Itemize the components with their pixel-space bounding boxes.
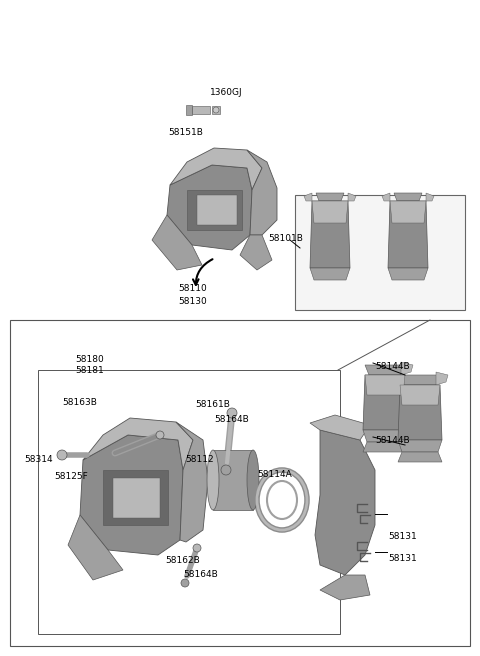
Ellipse shape (207, 450, 219, 510)
Polygon shape (176, 422, 208, 542)
Text: 58181: 58181 (75, 366, 104, 375)
Text: 58180: 58180 (75, 355, 104, 364)
Polygon shape (436, 372, 448, 385)
Polygon shape (167, 165, 252, 250)
Polygon shape (310, 415, 370, 440)
Text: 58164B: 58164B (214, 415, 249, 424)
Polygon shape (240, 235, 272, 270)
Text: 58125F: 58125F (54, 472, 88, 481)
Polygon shape (152, 215, 202, 270)
Circle shape (221, 465, 231, 475)
Text: 58112: 58112 (185, 455, 214, 464)
Polygon shape (315, 430, 375, 575)
Text: 58114A: 58114A (257, 470, 292, 479)
Polygon shape (388, 201, 428, 268)
Polygon shape (80, 435, 183, 555)
Polygon shape (247, 150, 277, 235)
Circle shape (156, 431, 164, 439)
Polygon shape (192, 106, 210, 114)
Text: 58162B: 58162B (165, 556, 200, 565)
Text: 58144B: 58144B (375, 436, 409, 445)
Bar (10, 320, 470, 646)
Text: 58110: 58110 (178, 284, 207, 293)
Polygon shape (388, 268, 428, 280)
Polygon shape (320, 575, 370, 600)
Polygon shape (197, 195, 237, 225)
Polygon shape (310, 201, 350, 268)
Text: 58131: 58131 (388, 554, 417, 563)
Text: 58144B: 58144B (375, 362, 409, 371)
Polygon shape (401, 362, 413, 375)
Text: 58101B: 58101B (268, 234, 303, 243)
Polygon shape (365, 365, 405, 375)
Polygon shape (212, 106, 220, 114)
Circle shape (181, 579, 189, 587)
Polygon shape (426, 193, 434, 201)
Circle shape (193, 544, 201, 552)
Text: 58151B: 58151B (168, 128, 203, 137)
Polygon shape (363, 442, 407, 452)
Polygon shape (398, 385, 442, 440)
Polygon shape (400, 385, 440, 405)
Polygon shape (363, 430, 407, 442)
Polygon shape (398, 440, 442, 452)
Polygon shape (187, 190, 242, 230)
Circle shape (227, 408, 237, 418)
Bar (295, 195, 465, 310)
Polygon shape (394, 193, 422, 201)
Polygon shape (68, 515, 123, 580)
Polygon shape (363, 375, 407, 430)
Text: 1360GJ: 1360GJ (210, 88, 242, 97)
Text: 58131: 58131 (388, 532, 417, 541)
Ellipse shape (247, 450, 259, 510)
Polygon shape (348, 193, 356, 201)
Polygon shape (213, 450, 253, 510)
Polygon shape (398, 452, 442, 462)
Polygon shape (186, 105, 192, 115)
Polygon shape (83, 418, 193, 470)
Circle shape (213, 107, 219, 113)
Circle shape (57, 450, 67, 460)
Polygon shape (113, 478, 160, 518)
Polygon shape (304, 193, 312, 201)
Polygon shape (390, 201, 426, 223)
Text: 58161B: 58161B (195, 400, 230, 409)
Polygon shape (365, 375, 405, 395)
Polygon shape (170, 148, 262, 190)
Polygon shape (400, 375, 440, 385)
Polygon shape (310, 268, 350, 280)
Polygon shape (312, 201, 348, 223)
Bar (38, 370, 340, 634)
Text: 58130: 58130 (178, 297, 207, 306)
Polygon shape (316, 193, 344, 201)
Polygon shape (103, 470, 168, 525)
Text: 58163B: 58163B (62, 398, 97, 407)
Text: 58164B: 58164B (183, 570, 218, 579)
Polygon shape (382, 193, 390, 201)
Text: 58314: 58314 (24, 455, 53, 464)
